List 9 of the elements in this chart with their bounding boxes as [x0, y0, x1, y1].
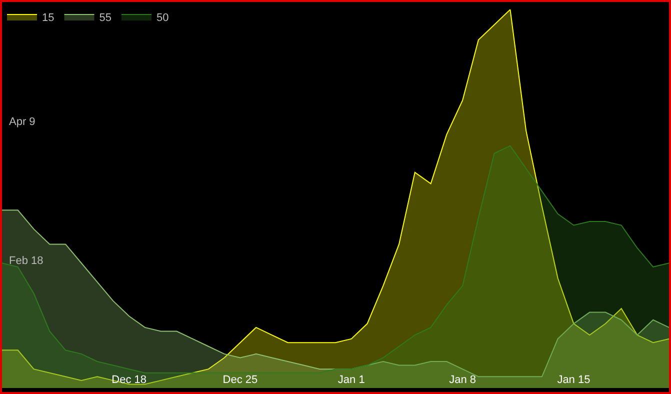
x-tick-label: Jan 1: [338, 374, 365, 386]
x-tick-label: Jan 15: [557, 374, 590, 386]
legend-label: 15: [42, 12, 54, 24]
annotation: Apr 9: [9, 116, 36, 128]
legend-label: 55: [99, 12, 112, 24]
legend-label: 50: [156, 12, 169, 24]
x-tick-label: Dec 25: [222, 374, 258, 386]
annotation: Feb 18: [9, 255, 44, 267]
x-tick-label: Jan 8: [449, 374, 476, 386]
